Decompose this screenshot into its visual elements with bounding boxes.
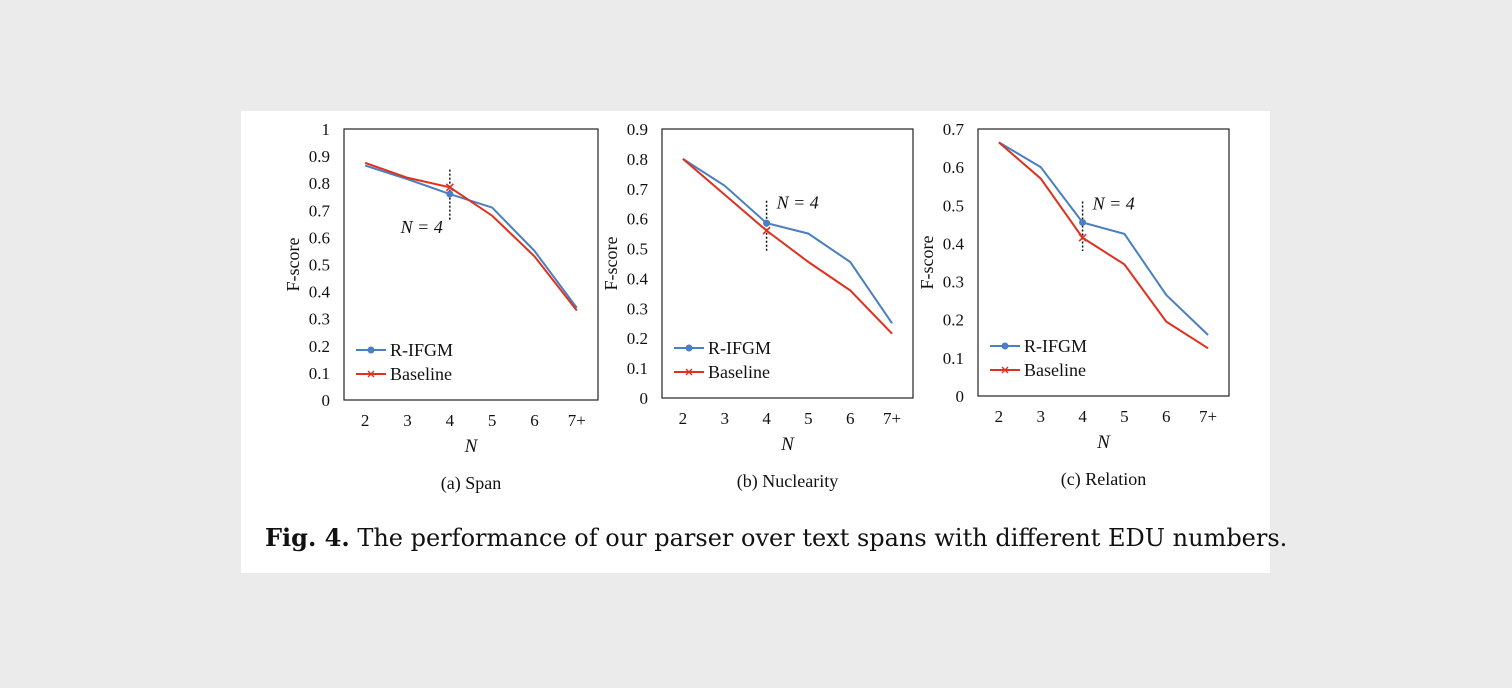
- y-tick-label: 0.2: [943, 311, 964, 330]
- x-axis-title: N: [780, 434, 795, 455]
- x-tick-label: 2: [679, 409, 688, 428]
- legend-label-r_ifgm: R-IFGM: [1024, 336, 1087, 356]
- y-tick-label: 0.7: [309, 201, 331, 220]
- y-tick-label: 0.7: [627, 180, 649, 199]
- legend-marker-r-ifgm: [367, 346, 375, 354]
- y-tick-label: 0.4: [627, 269, 649, 288]
- y-tick-label: 0.6: [309, 228, 330, 247]
- n4-annotation-label: N = 4: [400, 217, 443, 237]
- series-line-r_ifgm: [364, 164, 578, 309]
- n4-annotation-label: N = 4: [1092, 193, 1135, 213]
- y-tick-label: 0.3: [309, 310, 330, 329]
- legend-marker-baseline: [685, 368, 693, 376]
- x-tick-label: 5: [488, 411, 497, 430]
- legend-marker-r-ifgm: [685, 344, 693, 352]
- y-tick-label: 0.5: [943, 196, 964, 215]
- x-tick-label: 7+: [1199, 407, 1217, 426]
- y-tick-label: 0.9: [309, 147, 330, 166]
- y-axis-title: F-score: [601, 236, 621, 290]
- legend-label-r_ifgm: R-IFGM: [390, 340, 453, 360]
- chart-panel-3: 0 0.1 0.2 0.3 0.4 0.5 0.6 0.7 2 3 4 5 6 7+ N F-score (c)…: [917, 120, 1230, 490]
- series-line-baseline: [998, 141, 1209, 350]
- plot-area: [343, 128, 599, 401]
- legend-label-baseline: Baseline: [708, 362, 770, 382]
- data-point-baseline: [1078, 233, 1087, 242]
- series-line-r_ifgm: [682, 158, 893, 324]
- n4-annotation-label: N = 4: [776, 193, 819, 213]
- y-tick-label: 0.6: [627, 210, 648, 229]
- charts-svg: 0 0.1 0.2 0.3 0.4 0.5 0.6 0.7 0.8 0.9 1 2 3 4 5 6 7+ N F-s…: [283, 120, 1230, 494]
- legend-marker-r-ifgm: [1001, 342, 1009, 350]
- y-tick-label: 0.1: [309, 364, 330, 383]
- y-axis-title: F-score: [917, 235, 937, 289]
- data-point-r-ifgm: [1079, 218, 1087, 226]
- chart-panel-2: 0 0.1 0.2 0.3 0.4 0.5 0.6 0.7 0.8 0.9 2 3 4 5 6 7+ N F-sc…: [601, 120, 914, 492]
- data-point-baseline: [762, 226, 771, 235]
- y-axis-title: F-score: [283, 237, 303, 291]
- legend-label-r_ifgm: R-IFGM: [708, 338, 771, 358]
- x-tick-label: 5: [1120, 407, 1129, 426]
- legend-marker-baseline: [367, 370, 375, 378]
- y-tick-label: 0.5: [627, 240, 648, 259]
- x-tick-label: 2: [361, 411, 370, 430]
- data-point-r-ifgm: [446, 190, 454, 198]
- y-tick-label: 0.8: [309, 174, 330, 193]
- x-tick-label: 3: [721, 409, 730, 428]
- series-line-baseline: [682, 158, 893, 335]
- plot-area: [661, 128, 914, 399]
- x-tick-label: 6: [846, 409, 855, 428]
- plot-area: [977, 128, 1230, 397]
- chart-panel-1: 0 0.1 0.2 0.3 0.4 0.5 0.6 0.7 0.8 0.9 1 2 3 4 5 6 7+ N F-s…: [283, 120, 599, 494]
- legend-label-baseline: Baseline: [390, 364, 452, 384]
- figure: 0 0.1 0.2 0.3 0.4 0.5 0.6 0.7 0.8 0.9 1 2 3 4 5 6 7+ N F-s…: [241, 111, 1287, 573]
- y-tick-label: 0.4: [943, 234, 965, 253]
- y-tick-label: 0: [956, 387, 965, 406]
- y-tick-label: 0.1: [627, 359, 648, 378]
- figure-caption: Fig. 4. The performance of our parser ov…: [265, 523, 1287, 552]
- y-tick-label: 0.5: [309, 256, 330, 275]
- x-tick-label: 4: [1078, 407, 1087, 426]
- y-tick-label: 0.8: [627, 150, 648, 169]
- x-tick-label: 7+: [883, 409, 901, 428]
- x-axis-title: N: [1096, 432, 1111, 453]
- y-tick-label: 1: [322, 120, 331, 139]
- y-tick-label: 0.2: [309, 337, 330, 356]
- x-tick-label: 4: [446, 411, 455, 430]
- x-axis-title: N: [464, 436, 479, 457]
- subcaption: (b) Nuclearity: [737, 471, 838, 492]
- data-point-baseline: [445, 183, 454, 192]
- x-tick-label: 2: [995, 407, 1004, 426]
- y-tick-label: 0.3: [627, 299, 648, 318]
- series-line-r_ifgm: [998, 141, 1209, 336]
- y-tick-label: 0.4: [309, 283, 331, 302]
- x-tick-label: 4: [762, 409, 771, 428]
- series-line-baseline: [364, 161, 578, 312]
- legend-marker-baseline: [1001, 366, 1009, 374]
- subcaption: (a) Span: [441, 473, 501, 494]
- y-tick-label: 0.2: [627, 329, 648, 348]
- y-tick-label: 0.7: [943, 120, 965, 139]
- caption-label: Fig. 4.: [265, 523, 350, 552]
- x-tick-label: 5: [804, 409, 813, 428]
- y-tick-label: 0.3: [943, 273, 964, 292]
- x-tick-label: 3: [403, 411, 412, 430]
- data-point-r-ifgm: [763, 219, 771, 227]
- y-tick-label: 0.9: [627, 120, 648, 139]
- y-tick-label: 0: [322, 391, 331, 410]
- caption-text: The performance of our parser over text …: [357, 524, 1288, 552]
- y-tick-label: 0.1: [943, 349, 964, 368]
- y-tick-label: 0: [640, 389, 649, 408]
- subcaption: (c) Relation: [1061, 469, 1146, 490]
- x-tick-label: 6: [1162, 407, 1171, 426]
- y-tick-label: 0.6: [943, 158, 964, 177]
- x-tick-label: 6: [530, 411, 539, 430]
- x-tick-label: 7+: [568, 411, 586, 430]
- x-tick-label: 3: [1037, 407, 1046, 426]
- legend-label-baseline: Baseline: [1024, 360, 1086, 380]
